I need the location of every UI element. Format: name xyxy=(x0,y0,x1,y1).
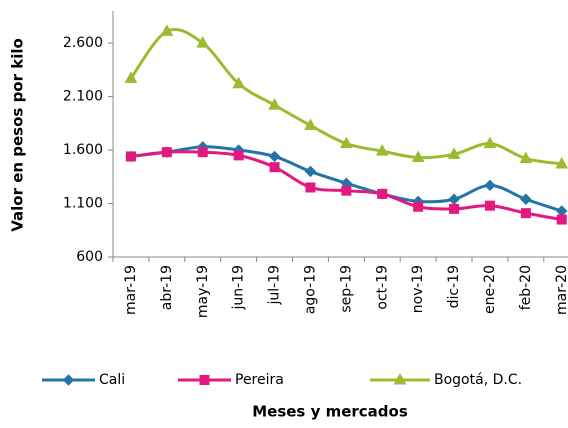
data-point xyxy=(124,71,138,83)
data-point xyxy=(519,151,533,164)
data-point xyxy=(233,150,244,161)
data-point xyxy=(269,162,280,173)
x-tick-label: oct-19 xyxy=(374,265,390,310)
data-point xyxy=(377,188,388,199)
data-point xyxy=(232,76,245,89)
legend-label: Cali xyxy=(99,372,125,388)
x-tick-label: feb-20 xyxy=(518,265,534,310)
legend-marker xyxy=(62,374,75,386)
x-tick-label: dic-19 xyxy=(446,265,462,308)
data-point xyxy=(340,136,353,149)
data-point xyxy=(197,147,208,158)
y-tick-label: 600 xyxy=(76,249,103,265)
data-point xyxy=(555,156,568,169)
data-point xyxy=(196,36,210,48)
data-point xyxy=(268,150,281,163)
y-tick-label: 1.600 xyxy=(63,142,103,158)
x-axis-title: Meses y mercados xyxy=(252,403,408,421)
x-tick-label: ene-20 xyxy=(482,265,498,314)
data-point xyxy=(341,185,352,196)
data-point xyxy=(449,203,460,214)
x-tick-label: abr-19 xyxy=(159,265,175,310)
legend-marker xyxy=(199,375,210,385)
data-point xyxy=(556,214,567,225)
data-point xyxy=(556,205,568,217)
y-tick-label: 2.600 xyxy=(63,35,103,51)
x-tick-label: may-19 xyxy=(195,265,211,318)
data-point xyxy=(161,147,172,158)
data-point xyxy=(520,193,532,205)
legend-label: Pereira xyxy=(235,372,284,388)
y-tick-label: 1.100 xyxy=(63,196,103,212)
data-point xyxy=(304,118,317,130)
data-point xyxy=(160,24,174,36)
x-tick-label: mar-19 xyxy=(123,265,139,315)
x-tick-label: jun-19 xyxy=(231,265,247,311)
data-point xyxy=(375,144,389,156)
data-point xyxy=(268,98,281,110)
data-point xyxy=(448,193,460,205)
data-point xyxy=(125,151,136,162)
x-tick-label: mar-20 xyxy=(554,265,568,315)
y-axis-title: Valor en pesos por kilo xyxy=(9,38,27,232)
data-point xyxy=(447,147,461,159)
data-point xyxy=(520,208,531,219)
data-point xyxy=(413,201,424,212)
data-point xyxy=(483,136,497,149)
x-tick-label: ago-19 xyxy=(302,265,318,314)
x-tick-label: sep-19 xyxy=(338,265,354,313)
data-point xyxy=(484,179,496,192)
data-point xyxy=(484,200,495,211)
data-point xyxy=(304,165,317,178)
data-point xyxy=(411,150,425,163)
x-tick-label: nov-19 xyxy=(410,265,426,313)
y-tick-label: 2.100 xyxy=(63,89,103,105)
x-tick-label: jul-19 xyxy=(267,265,283,306)
data-point xyxy=(305,182,316,193)
legend-marker xyxy=(393,372,407,385)
legend-label: Bogotá, D.C. xyxy=(434,372,522,388)
